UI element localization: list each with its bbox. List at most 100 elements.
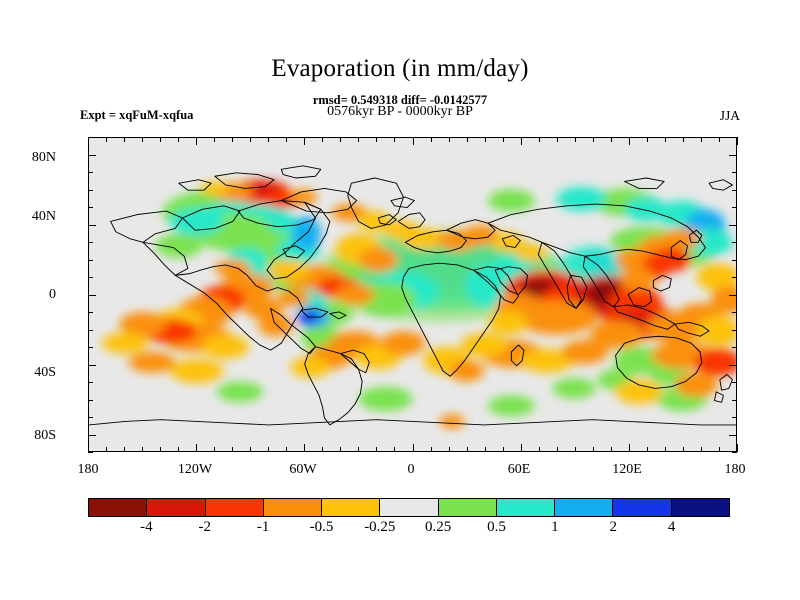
axis-tick: [124, 137, 126, 142]
y-tick-label-80s: 80S: [34, 428, 56, 443]
axis-tick: [232, 447, 234, 452]
axis-tick: [729, 364, 737, 366]
axis-tick: [232, 137, 234, 142]
axis-tick: [732, 382, 737, 383]
colorbar-tick-4: 4: [667, 519, 676, 535]
axis-tick: [394, 137, 396, 142]
axis-tick: [732, 399, 737, 401]
axis-tick: [88, 312, 93, 313]
axis-tick: [250, 137, 252, 142]
axis-tick: [682, 137, 684, 142]
axis-tick: [376, 447, 378, 452]
axis-tick: [88, 224, 96, 226]
axis-tick: [700, 447, 702, 452]
colorbar-band-4: [321, 499, 380, 516]
y-tick-label-40n: 40N: [31, 209, 56, 224]
x-tick-label-180w: 180: [77, 462, 99, 477]
season-label: JJA: [719, 108, 740, 123]
colorbar-band-0: [89, 499, 147, 516]
axis-tick: [732, 137, 737, 138]
figure-stats-line: rmsd= 0.549318 diff= -0.0142577: [312, 93, 488, 107]
colorbar-band-1: [146, 499, 205, 516]
x-tick-label-180e: 180: [724, 462, 746, 477]
axis-tick: [88, 207, 93, 208]
axis-tick: [574, 447, 576, 452]
axis-tick: [732, 417, 737, 418]
colorbar-band-8: [554, 499, 613, 516]
axis-tick: [88, 277, 93, 278]
axis-tick: [88, 137, 93, 138]
axis-tick: [88, 382, 93, 383]
axis-tick: [484, 137, 486, 142]
axis-tick: [520, 137, 522, 145]
axis-tick: [304, 444, 306, 452]
axis-tick: [142, 137, 144, 142]
y-tick-label-0: 0: [49, 287, 56, 302]
colorbar-tick--4: -4: [140, 519, 153, 535]
colorbar-tick--2: -2: [198, 519, 211, 535]
axis-tick: [160, 447, 162, 452]
axis-tick: [106, 447, 108, 452]
colorbar-tick-0.25: 0.25: [425, 519, 452, 535]
axis-tick: [732, 277, 737, 278]
axis-tick: [520, 444, 522, 452]
axis-tick: [340, 137, 342, 142]
axis-tick: [448, 447, 450, 452]
axis-tick: [502, 447, 504, 452]
anomaly-field: [101, 179, 736, 429]
axis-tick: [574, 137, 576, 142]
axis-tick: [729, 294, 737, 296]
map-svg: [89, 138, 736, 451]
axis-tick: [732, 242, 737, 243]
axis-tick: [448, 137, 450, 142]
axis-tick: [700, 137, 702, 142]
axis-tick: [430, 137, 432, 142]
axis-tick: [646, 447, 648, 452]
axis-tick: [88, 172, 93, 173]
axis-tick: [88, 294, 96, 296]
axis-tick: [88, 154, 96, 156]
colorbar-tick-0.5: 0.5: [487, 519, 506, 535]
colorbar-band-2: [204, 499, 263, 516]
axis-tick: [88, 242, 93, 243]
axis-tick: [214, 447, 216, 452]
axis-tick: [178, 447, 180, 452]
axis-tick: [106, 137, 108, 142]
axis-tick: [88, 434, 96, 436]
axis-tick: [732, 207, 737, 208]
axis-tick: [592, 137, 594, 142]
axis-tick: [628, 444, 630, 452]
colorbar-tick-1: 1: [551, 519, 559, 535]
x-tick-label-0: 0: [407, 462, 415, 477]
colorbar-band-7: [495, 499, 555, 516]
axis-tick: [732, 259, 737, 261]
axis-tick: [592, 447, 594, 452]
coastlines: [89, 165, 736, 426]
x-tick-label-60w: 60W: [289, 462, 317, 477]
axis-tick: [729, 224, 737, 226]
axis-tick: [340, 447, 342, 452]
axis-tick: [556, 447, 558, 452]
axis-tick: [88, 259, 93, 261]
axis-tick: [88, 364, 96, 366]
colorbar-tick--0.25: -0.25: [364, 519, 396, 535]
axis-tick: [729, 154, 737, 156]
x-tick-label-120e: 120E: [612, 462, 642, 477]
axis-tick: [286, 137, 288, 142]
axis-tick: [732, 312, 737, 313]
axis-tick: [178, 137, 180, 142]
axis-tick: [286, 447, 288, 452]
axis-tick: [682, 447, 684, 452]
y-tick-label-40s: 40S: [34, 365, 56, 380]
x-tick-label-120w: 120W: [177, 462, 213, 477]
figure-experiment-line: 0576kyr BP - 0000kyr BP: [327, 104, 473, 119]
axis-tick: [466, 447, 468, 452]
axis-tick: [88, 189, 93, 191]
axis-tick: [556, 137, 558, 142]
axis-tick: [538, 447, 540, 452]
axis-tick: [732, 172, 737, 173]
axis-tick: [718, 137, 720, 142]
axis-tick: [142, 447, 144, 452]
colorbar-tick-2: 2: [609, 519, 618, 535]
axis-tick: [484, 447, 486, 452]
